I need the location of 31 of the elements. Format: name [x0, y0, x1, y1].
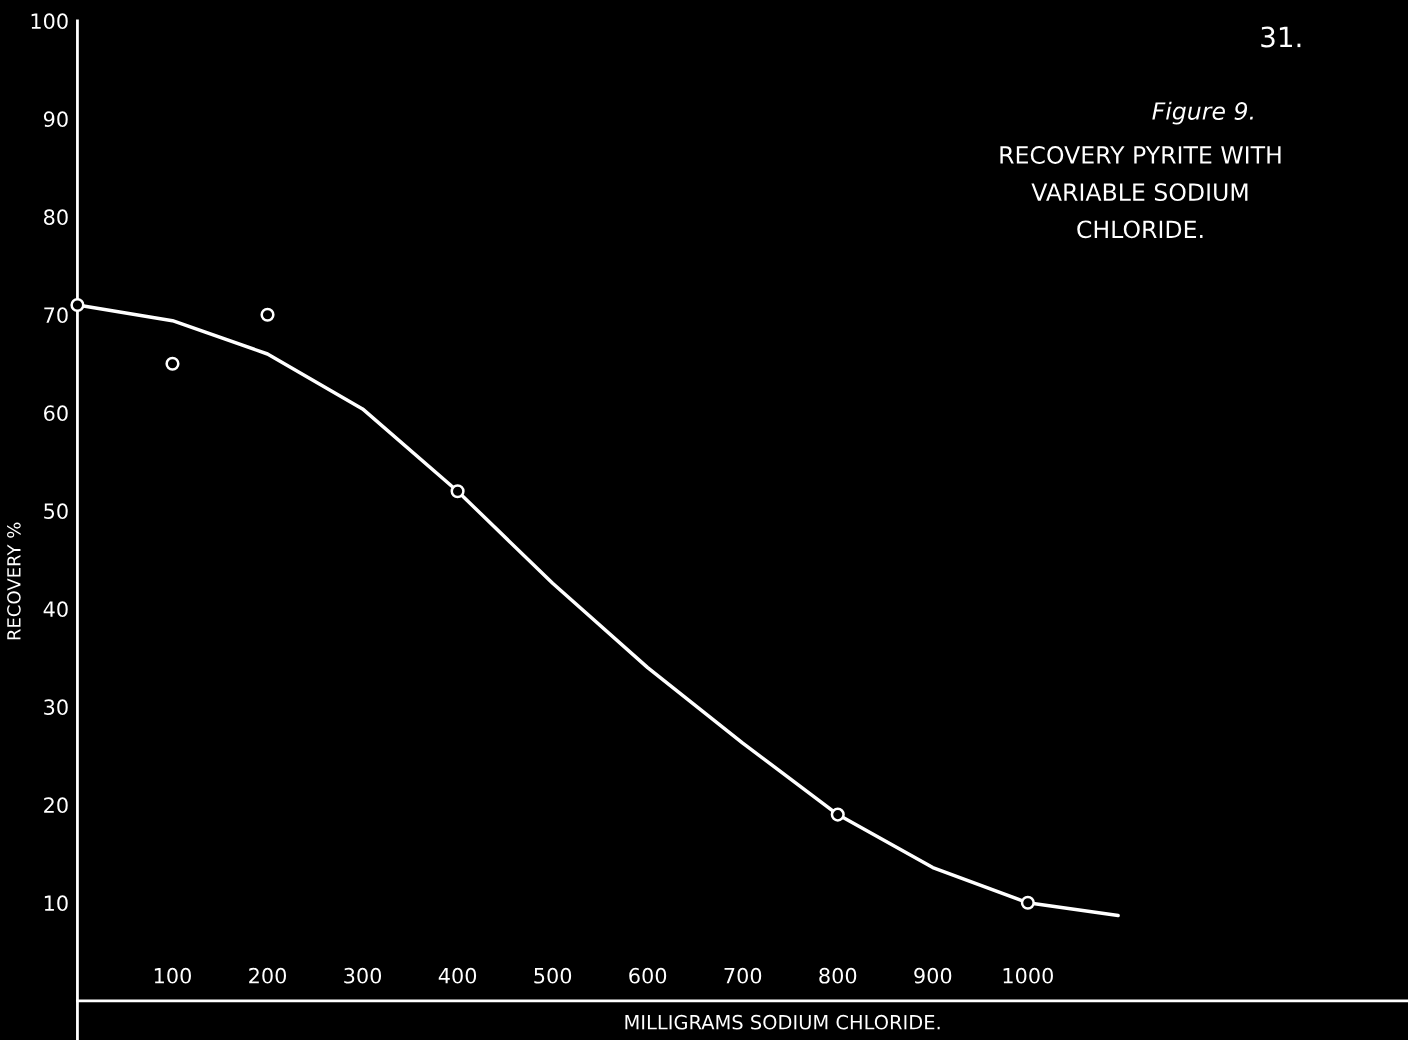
x-tick-label: 200: [249, 967, 287, 984]
x-tick-label: 400: [438, 967, 477, 984]
y-tick-label: 70: [44, 307, 68, 324]
y-axis-title: RECOVERY %: [7, 522, 21, 640]
point: [70, 297, 85, 313]
y-tick-label: 50: [44, 503, 68, 520]
text: RECOVERY PYRITE WITH VARIABLE SODIUM CHLORIDE.: [1000, 146, 1281, 239]
point: [830, 807, 845, 822]
point: [260, 307, 275, 322]
x-tick-label: 1000: [1003, 967, 1053, 984]
x-tick-label: 700: [724, 967, 762, 984]
y-tick-label: 80: [44, 209, 68, 226]
x-tick-label: 600: [629, 967, 667, 984]
x-tick-label: 800: [819, 967, 857, 984]
x-tick-label: 900: [914, 967, 952, 984]
x-tick-label: 100: [154, 967, 191, 984]
y-tick-label: 40: [43, 601, 68, 618]
y-tick-label: 10: [44, 895, 68, 912]
y-tick-label: 100: [31, 13, 68, 30]
point: [1020, 895, 1035, 910]
point: [165, 356, 180, 371]
y-tick-label: 30: [44, 699, 68, 716]
x-tick-label: 500: [534, 967, 572, 984]
annotation: 31.: [1261, 26, 1301, 48]
x-tick-label: 300: [344, 967, 382, 984]
y-tick-label: 60: [44, 405, 68, 422]
point: [450, 484, 465, 499]
y-tick-label: 90: [43, 111, 68, 128]
text: Figure 9.: [1152, 101, 1253, 125]
x-axis-title: MILLIGRAMS SODIUM CHLORIDE.: [625, 1014, 940, 1030]
y-tick-label: 20: [44, 797, 68, 814]
